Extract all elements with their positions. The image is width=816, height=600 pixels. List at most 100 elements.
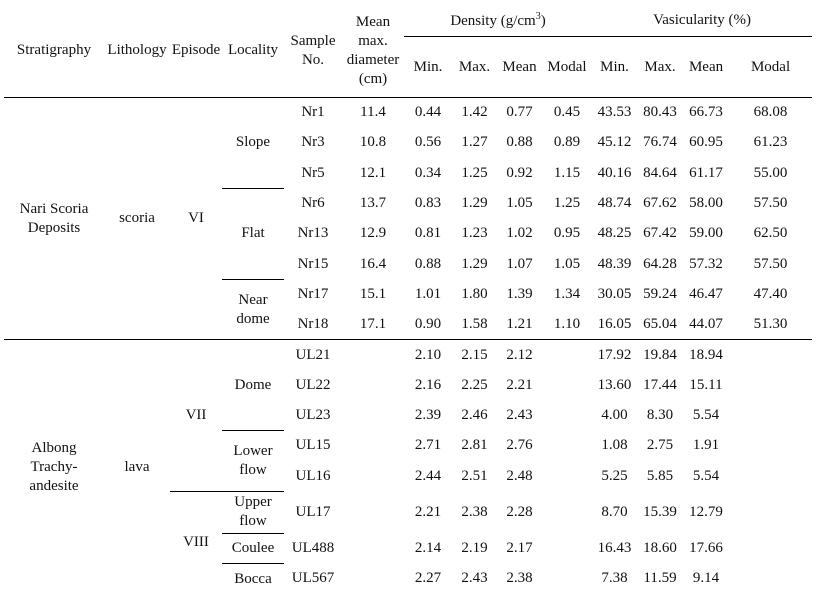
vesicularity-max: 84.64 [643, 164, 677, 181]
vesicularity-modal: 61.23 [753, 134, 788, 151]
table-row: Nr13 12.9 0.81 1.23 1.02 0.95 48.25 67.4… [4, 219, 812, 249]
vesicularity-mean: 46.47 [689, 285, 723, 302]
header-density-text: Density (g/cm [450, 12, 536, 29]
sample-no: UL21 [284, 339, 342, 371]
density-mean: 1.21 [506, 315, 533, 332]
vesicularity-modal: 57.50 [753, 255, 788, 272]
table-row: Nr15 16.4 0.88 1.29 1.07 1.05 48.39 64.2… [4, 249, 812, 279]
density-min: 1.01 [414, 285, 442, 302]
vesicularity-mean: 5.54 [692, 407, 720, 424]
vesicularity-mean: 1.91 [692, 437, 720, 454]
density-modal: 0.95 [553, 225, 581, 242]
density-min: 0.90 [414, 315, 442, 332]
locality-coulee: Coulee [222, 532, 284, 564]
vesicularity-min: 1.08 [601, 437, 628, 454]
density-mean: 2.28 [506, 503, 533, 520]
vesicularity-max: 18.60 [643, 540, 677, 556]
density-mean: 1.07 [506, 255, 533, 272]
vesicularity-modal [729, 461, 812, 491]
header-density-group: Density (g/cm3) [404, 4, 593, 37]
mean-max-diameter [342, 400, 404, 430]
lithology-lava: lava [104, 339, 170, 594]
sample-no: UL22 [295, 376, 331, 393]
locality-upper-flow-line1: Upper [234, 494, 272, 511]
density-min: 2.27 [414, 570, 442, 587]
table-row: Near dome Nr17 15.1 1.01 1.80 1.39 1.34 … [4, 278, 812, 340]
mean-max-diameter: 10.8 [359, 134, 387, 151]
sample-no: Nr6 [301, 195, 325, 212]
table-row: Coulee UL488 2.14 2.19 2.17 16.43 18.60 … [4, 532, 812, 564]
table-row: Bocca UL567 2.27 2.43 2.38 7.38 11.59 9.… [4, 563, 812, 594]
vesicularity-modal [729, 370, 812, 400]
header-vesicularity-group: Vasicularity (%) [592, 4, 813, 37]
density-modal [542, 431, 592, 461]
density-mean: 2.76 [506, 437, 533, 454]
table-row: Nr5 12.1 0.34 1.25 0.92 1.15 40.16 84.64… [4, 158, 812, 188]
density-mean: 0.92 [506, 164, 533, 181]
mean-max-diameter: 12.1 [359, 164, 387, 181]
table-row: Nr3 10.8 0.56 1.27 0.88 0.89 45.12 76.74… [4, 128, 812, 158]
vesicularity-max: 8.30 [646, 407, 674, 424]
header-vesicularity-max: Max. [637, 36, 684, 98]
vesicularity-modal: 47.40 [753, 285, 788, 302]
vesicularity-max: 11.59 [643, 570, 677, 587]
vesicularity-max: 67.62 [643, 195, 677, 212]
mean-max-diameter: 15.1 [359, 285, 387, 302]
locality-upper-flow: Upper flow [222, 490, 284, 534]
header-diameter-line4: (cm) [358, 70, 388, 87]
vesicularity-min: 30.05 [597, 285, 632, 302]
density-mean: 2.17 [506, 540, 533, 556]
density-modal: 0.45 [553, 104, 581, 121]
table-row: UL22 2.16 2.25 2.21 13.60 17.44 15.11 [4, 370, 812, 400]
mean-max-diameter [342, 370, 404, 400]
header-vesicularity-mean: Mean [683, 36, 730, 98]
density-min: 2.44 [414, 467, 442, 484]
density-modal: 1.05 [553, 255, 581, 272]
header-density-modal: Modal [542, 36, 593, 98]
vesicularity-max: 80.43 [643, 104, 677, 121]
density-max: 1.42 [461, 104, 488, 121]
stratigraphy-nari-line1: Nari Scoria [19, 200, 89, 217]
vesicularity-max: 64.28 [643, 255, 677, 272]
table-body: Nari Scoria Deposits scoria VI Slope Nr1… [4, 98, 813, 594]
density-min: 0.83 [414, 195, 442, 212]
vesicularity-mean: 61.17 [689, 164, 723, 181]
density-mean: 0.77 [506, 104, 533, 121]
locality-upper-flow-line2: flow [239, 513, 267, 530]
density-modal: 1.25 [553, 195, 581, 212]
density-max: 2.51 [461, 467, 488, 484]
vesicularity-mean: 12.79 [689, 503, 723, 520]
density-max: 1.29 [461, 255, 488, 272]
density-min: 0.34 [414, 164, 442, 181]
density-min: 2.39 [414, 407, 442, 424]
sample-no: Nr3 [301, 134, 325, 151]
sample-no: Nr5 [301, 164, 325, 181]
sample-no: UL23 [295, 407, 331, 424]
sample-no: UL488 [291, 540, 335, 556]
vesicularity-modal [729, 400, 812, 430]
vesicularity-min: 4.00 [601, 407, 628, 424]
mean-max-diameter: 17.1 [359, 315, 387, 332]
vesicularity-min: 8.70 [601, 503, 628, 520]
density-max: 2.38 [461, 503, 488, 520]
density-modal [542, 339, 593, 371]
vesicularity-max: 59.24 [643, 285, 677, 302]
vesicularity-max: 67.42 [643, 225, 677, 242]
lithology-scoria: scoria [119, 210, 155, 227]
data-table: Stratigraphy Lithology Episode Locality … [4, 4, 813, 594]
vesicularity-min: 7.38 [601, 570, 628, 587]
sample-no: UL15 [295, 437, 331, 454]
vesicularity-mean: 18.94 [683, 339, 730, 371]
vesicularity-max: 5.85 [646, 467, 674, 484]
vesicularity-min: 48.39 [597, 255, 632, 272]
header-episode-text: Episode [171, 42, 221, 58]
sample-no: UL16 [295, 467, 331, 484]
vesicularity-mean: 66.73 [689, 104, 723, 121]
header-locality: Locality [222, 4, 284, 98]
density-mean: 2.43 [506, 407, 533, 424]
density-mean: 0.88 [506, 134, 533, 151]
vesicularity-modal: 68.08 [753, 104, 788, 121]
vesicularity-max: 19.84 [637, 339, 684, 371]
vesicularity-mean: 17.66 [689, 540, 723, 556]
header-vesicularity-min: Min. [592, 36, 638, 98]
